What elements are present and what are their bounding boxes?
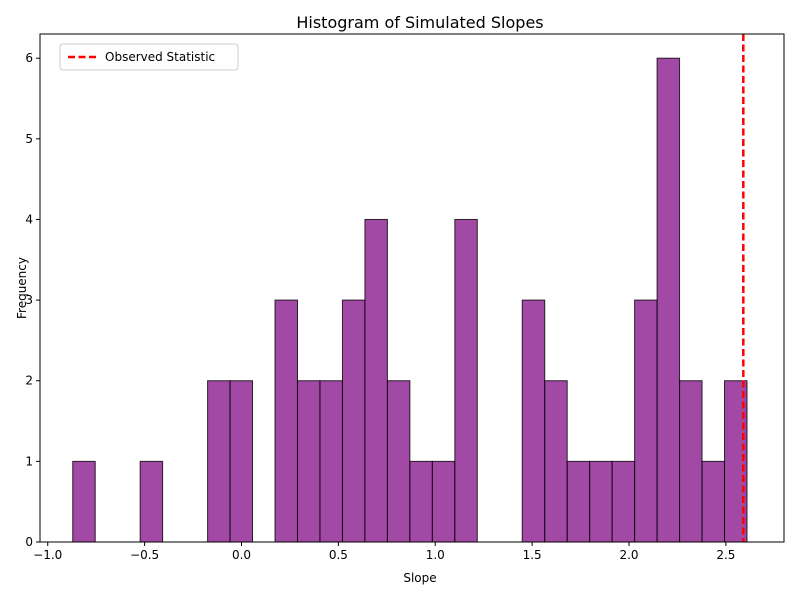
histogram-bar [566, 460, 591, 543]
x-tick-label: 2.0 [619, 548, 638, 562]
histogram-bar [656, 57, 681, 543]
legend-label: Observed Statistic [105, 50, 215, 64]
y-tick-label: 5 [25, 132, 33, 146]
histogram-bar [611, 460, 636, 543]
histogram-bar [634, 299, 658, 543]
histogram-bar [544, 380, 568, 543]
histogram-bar [139, 460, 164, 543]
y-axis: 0 1 2 3 4 5 6 [25, 51, 40, 549]
y-tick-label: 4 [25, 212, 33, 226]
y-tick-label: 3 [25, 293, 33, 307]
y-tick-label: 0 [25, 535, 33, 549]
x-tick-label: 0.0 [232, 548, 251, 562]
y-tick-label: 2 [25, 374, 33, 388]
histogram-bar [431, 460, 456, 543]
histogram-bar [701, 460, 726, 543]
histogram-bar [521, 299, 546, 543]
histogram-bar [229, 380, 254, 543]
x-tick-label: 1.5 [523, 548, 542, 562]
histogram-bar [341, 299, 366, 543]
chart-title: Histogram of Simulated Slopes [296, 13, 543, 32]
plot-frame [39, 33, 785, 543]
x-tick-label: −1.0 [33, 548, 62, 562]
x-tick-label: −0.5 [130, 548, 159, 562]
x-tick-label: 0.5 [329, 548, 348, 562]
legend-box [59, 43, 239, 71]
y-axis-label: Frequency [15, 257, 29, 319]
x-tick-label: 1.0 [426, 548, 445, 562]
histogram-bar [207, 380, 231, 543]
x-axis-label: Slope [403, 571, 436, 585]
histogram-bar [454, 218, 478, 543]
y-tick-label: 1 [25, 454, 33, 468]
bars-layer [72, 57, 748, 543]
histogram-bar [589, 460, 613, 543]
y-tick-label: 6 [25, 51, 33, 65]
x-tick-label: 2.5 [716, 548, 735, 562]
histogram-bar [386, 380, 411, 543]
histogram-bar [319, 380, 343, 543]
legend: Observed Statistic [59, 43, 239, 71]
histogram-bar [364, 218, 388, 543]
histogram-bar [679, 380, 703, 543]
x-axis: −1.0 −0.5 0.0 0.5 1.0 1.5 2.0 2.5 [33, 542, 735, 562]
histogram-bar [72, 460, 96, 543]
histogram-bar [296, 380, 321, 543]
histogram-bar [409, 460, 433, 543]
histogram-bar [274, 299, 298, 543]
